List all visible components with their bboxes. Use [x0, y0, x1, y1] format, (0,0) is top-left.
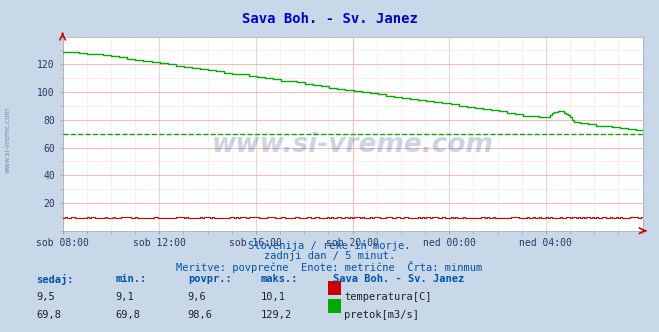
Text: povpr.:: povpr.: [188, 274, 231, 284]
Text: temperatura[C]: temperatura[C] [344, 292, 432, 302]
Text: sedaj:: sedaj: [36, 274, 74, 285]
Text: Meritve: povprečne  Enote: metrične  Črta: minmum: Meritve: povprečne Enote: metrične Črta:… [177, 261, 482, 273]
Text: www.si-vreme.com: www.si-vreme.com [212, 132, 494, 158]
Text: Sava Boh. - Sv. Janez: Sava Boh. - Sv. Janez [333, 274, 464, 284]
Text: 9,6: 9,6 [188, 292, 206, 302]
Text: 98,6: 98,6 [188, 310, 213, 320]
Text: zadnji dan / 5 minut.: zadnji dan / 5 minut. [264, 251, 395, 261]
Text: 10,1: 10,1 [260, 292, 285, 302]
Text: pretok[m3/s]: pretok[m3/s] [344, 310, 419, 320]
Text: Slovenija / reke in morje.: Slovenija / reke in morje. [248, 241, 411, 251]
Text: 129,2: 129,2 [260, 310, 291, 320]
Text: 9,1: 9,1 [115, 292, 134, 302]
Text: 69,8: 69,8 [115, 310, 140, 320]
Text: 69,8: 69,8 [36, 310, 61, 320]
Text: Sava Boh. - Sv. Janez: Sava Boh. - Sv. Janez [242, 12, 417, 26]
Text: www.si-vreme.com: www.si-vreme.com [5, 106, 11, 173]
Text: maks.:: maks.: [260, 274, 298, 284]
Text: 9,5: 9,5 [36, 292, 55, 302]
Text: min.:: min.: [115, 274, 146, 284]
